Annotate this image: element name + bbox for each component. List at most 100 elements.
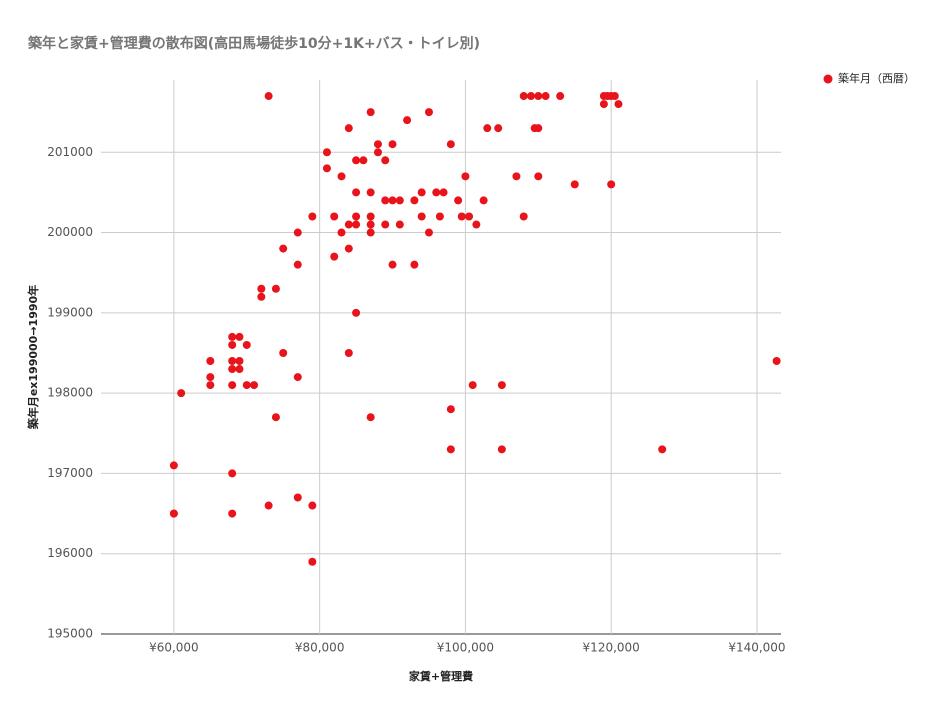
point <box>344 244 353 253</box>
x-axis-label: 家賃+管理費 <box>409 669 473 683</box>
point <box>570 180 579 189</box>
point <box>352 156 361 165</box>
point <box>461 172 470 181</box>
point <box>424 228 433 237</box>
point <box>169 461 178 470</box>
point <box>373 148 382 157</box>
chart-title: 築年と家賃+管理費の散布図(高田馬場徒歩10分+1K+バス・トイレ別) <box>27 35 480 52</box>
point <box>330 252 339 261</box>
point <box>366 212 375 221</box>
point <box>403 116 412 125</box>
y-tick-label: 197000 <box>47 466 93 480</box>
point <box>381 156 390 165</box>
point <box>228 365 237 374</box>
point <box>235 332 244 341</box>
point <box>381 196 390 205</box>
point <box>366 108 375 117</box>
point <box>417 188 426 197</box>
point <box>206 373 215 382</box>
point <box>366 228 375 237</box>
point <box>228 340 237 349</box>
point <box>439 188 448 197</box>
point <box>344 348 353 357</box>
point <box>322 148 331 157</box>
point <box>446 445 455 454</box>
y-tick-label: 195000 <box>47 627 93 641</box>
point <box>512 172 521 181</box>
point <box>264 92 273 101</box>
point <box>337 228 346 237</box>
point <box>534 172 543 181</box>
point <box>242 340 251 349</box>
legend-marker <box>823 74 833 84</box>
point <box>228 381 237 390</box>
point <box>457 212 466 221</box>
point <box>479 196 488 205</box>
point <box>344 124 353 133</box>
point <box>177 389 186 398</box>
x-tick-label: ¥60,000 <box>149 641 199 655</box>
point <box>527 92 536 101</box>
x-tick-label: ¥80,000 <box>295 641 345 655</box>
point <box>206 357 215 366</box>
point <box>344 220 353 229</box>
y-tick-label: 200000 <box>47 225 93 239</box>
point <box>330 212 339 221</box>
point <box>322 164 331 173</box>
point <box>497 445 506 454</box>
point <box>614 100 623 109</box>
point <box>494 124 503 133</box>
point <box>352 188 361 197</box>
point <box>468 381 477 390</box>
point <box>435 212 444 221</box>
point <box>454 196 463 205</box>
point <box>395 220 404 229</box>
point <box>395 196 404 205</box>
point <box>388 140 397 149</box>
point <box>519 92 528 101</box>
point <box>271 284 280 293</box>
point <box>366 188 375 197</box>
point <box>424 108 433 117</box>
point <box>446 140 455 149</box>
point <box>541 92 550 101</box>
point <box>410 260 419 269</box>
point <box>599 100 608 109</box>
point <box>472 220 481 229</box>
point <box>352 212 361 221</box>
y-tick-label: 199000 <box>47 305 93 319</box>
point <box>279 244 288 253</box>
y-tick-label: 196000 <box>47 546 93 560</box>
point <box>242 381 251 390</box>
y-tick-label: 198000 <box>47 386 93 400</box>
x-tick-label: ¥120,000 <box>583 641 640 655</box>
point <box>308 212 317 221</box>
point <box>465 212 474 221</box>
point <box>352 220 361 229</box>
y-tick-label: 201000 <box>47 145 93 159</box>
point <box>293 260 302 269</box>
point <box>417 212 426 221</box>
point <box>658 445 667 454</box>
point <box>373 140 382 149</box>
point <box>169 509 178 518</box>
point <box>410 196 419 205</box>
point <box>206 381 215 390</box>
point <box>432 188 441 197</box>
point <box>271 413 280 422</box>
point <box>293 373 302 382</box>
point <box>381 220 390 229</box>
point <box>607 180 616 189</box>
point <box>497 381 506 390</box>
point <box>610 92 619 101</box>
point <box>366 413 375 422</box>
point <box>257 292 266 301</box>
point <box>279 348 288 357</box>
legend-label: 築年月（西暦） <box>838 71 915 85</box>
x-tick-label: ¥140,000 <box>728 641 785 655</box>
point <box>366 220 375 229</box>
point <box>337 172 346 181</box>
point <box>235 365 244 374</box>
point <box>359 156 368 165</box>
